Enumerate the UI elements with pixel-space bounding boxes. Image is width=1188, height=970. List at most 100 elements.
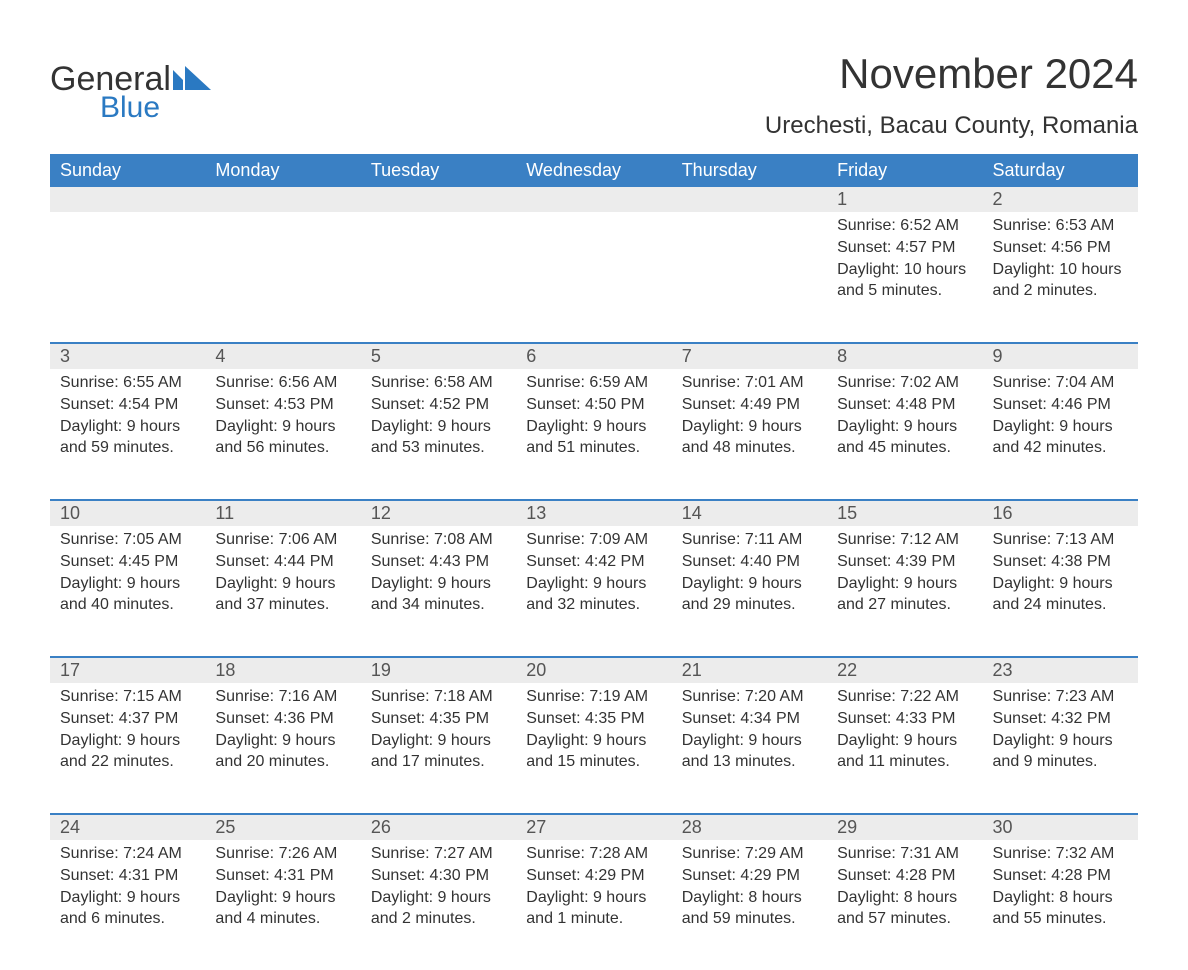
- daylight-text-2: and 53 minutes.: [371, 438, 506, 459]
- title-block: November 2024 Urechesti, Bacau County, R…: [765, 30, 1138, 140]
- day-details: Sunrise: 6:55 AMSunset: 4:54 PMDaylight:…: [50, 369, 205, 480]
- weekday-wednesday: Wednesday: [516, 154, 671, 187]
- daylight-text-1: Daylight: 10 hours: [993, 260, 1128, 281]
- sunset-text: Sunset: 4:46 PM: [993, 395, 1128, 416]
- week-row: Sunrise: 6:52 AMSunset: 4:57 PMDaylight:…: [50, 212, 1138, 342]
- day-cell: Sunrise: 6:52 AMSunset: 4:57 PMDaylight:…: [827, 212, 982, 342]
- day-details: [205, 212, 360, 236]
- daylight-text-2: and 29 minutes.: [682, 595, 817, 616]
- sunset-text: Sunset: 4:57 PM: [837, 238, 972, 259]
- day-cell: [50, 212, 205, 342]
- day-details: Sunrise: 7:15 AMSunset: 4:37 PMDaylight:…: [50, 683, 205, 794]
- sunrise-text: Sunrise: 6:53 AM: [993, 216, 1128, 237]
- day-number: 13: [516, 501, 671, 526]
- daylight-text-1: Daylight: 9 hours: [993, 574, 1128, 595]
- day-number: [361, 187, 516, 212]
- page-header: General Blue November 2024 Urechesti, Ba…: [50, 30, 1138, 140]
- sunrise-text: Sunrise: 7:12 AM: [837, 530, 972, 551]
- daylight-text-1: Daylight: 9 hours: [682, 731, 817, 752]
- weekday-tuesday: Tuesday: [361, 154, 516, 187]
- day-number: 8: [827, 344, 982, 369]
- sunset-text: Sunset: 4:49 PM: [682, 395, 817, 416]
- sunset-text: Sunset: 4:56 PM: [993, 238, 1128, 259]
- daylight-text-1: Daylight: 9 hours: [215, 731, 350, 752]
- day-details: Sunrise: 7:01 AMSunset: 4:49 PMDaylight:…: [672, 369, 827, 480]
- day-number: 18: [205, 658, 360, 683]
- weekday-sunday: Sunday: [50, 154, 205, 187]
- day-number: 6: [516, 344, 671, 369]
- flag-icon: [173, 66, 211, 95]
- day-details: Sunrise: 7:20 AMSunset: 4:34 PMDaylight:…: [672, 683, 827, 794]
- day-cell: [205, 212, 360, 342]
- day-cell: [672, 212, 827, 342]
- daylight-text-2: and 6 minutes.: [60, 909, 195, 930]
- day-number: 5: [361, 344, 516, 369]
- day-cell: Sunrise: 7:23 AMSunset: 4:32 PMDaylight:…: [983, 683, 1138, 813]
- day-number: 1: [827, 187, 982, 212]
- daylight-text-2: and 37 minutes.: [215, 595, 350, 616]
- day-cell: Sunrise: 7:02 AMSunset: 4:48 PMDaylight:…: [827, 369, 982, 499]
- daylight-text-2: and 4 minutes.: [215, 909, 350, 930]
- daylight-text-1: Daylight: 9 hours: [993, 417, 1128, 438]
- day-details: Sunrise: 7:28 AMSunset: 4:29 PMDaylight:…: [516, 840, 671, 951]
- sunrise-text: Sunrise: 6:59 AM: [526, 373, 661, 394]
- daylight-text-2: and 1 minute.: [526, 909, 661, 930]
- day-details: Sunrise: 7:06 AMSunset: 4:44 PMDaylight:…: [205, 526, 360, 637]
- day-cell: Sunrise: 7:22 AMSunset: 4:33 PMDaylight:…: [827, 683, 982, 813]
- sunrise-text: Sunrise: 7:19 AM: [526, 687, 661, 708]
- sunrise-text: Sunrise: 7:05 AM: [60, 530, 195, 551]
- day-cell: Sunrise: 7:19 AMSunset: 4:35 PMDaylight:…: [516, 683, 671, 813]
- sunset-text: Sunset: 4:28 PM: [837, 866, 972, 887]
- day-cell: Sunrise: 7:13 AMSunset: 4:38 PMDaylight:…: [983, 526, 1138, 656]
- day-number: [205, 187, 360, 212]
- daylight-text-2: and 22 minutes.: [60, 752, 195, 773]
- sunrise-text: Sunrise: 7:28 AM: [526, 844, 661, 865]
- day-number: [672, 187, 827, 212]
- weekday-friday: Friday: [827, 154, 982, 187]
- sunrise-text: Sunrise: 7:06 AM: [215, 530, 350, 551]
- sunset-text: Sunset: 4:29 PM: [526, 866, 661, 887]
- daylight-text-1: Daylight: 9 hours: [837, 417, 972, 438]
- daylight-text-2: and 42 minutes.: [993, 438, 1128, 459]
- daylight-text-1: Daylight: 9 hours: [526, 417, 661, 438]
- daylight-text-1: Daylight: 9 hours: [371, 888, 506, 909]
- day-details: Sunrise: 6:58 AMSunset: 4:52 PMDaylight:…: [361, 369, 516, 480]
- daylight-text-2: and 59 minutes.: [682, 909, 817, 930]
- daylight-text-2: and 24 minutes.: [993, 595, 1128, 616]
- sunset-text: Sunset: 4:35 PM: [526, 709, 661, 730]
- day-details: [361, 212, 516, 236]
- calendar: Sunday Monday Tuesday Wednesday Thursday…: [50, 154, 1138, 970]
- sunrise-text: Sunrise: 7:26 AM: [215, 844, 350, 865]
- sunrise-text: Sunrise: 7:22 AM: [837, 687, 972, 708]
- sunset-text: Sunset: 4:42 PM: [526, 552, 661, 573]
- day-details: Sunrise: 7:18 AMSunset: 4:35 PMDaylight:…: [361, 683, 516, 794]
- day-details: Sunrise: 7:22 AMSunset: 4:33 PMDaylight:…: [827, 683, 982, 794]
- day-number: 14: [672, 501, 827, 526]
- daynum-row: 3456789: [50, 342, 1138, 369]
- sunrise-text: Sunrise: 7:09 AM: [526, 530, 661, 551]
- sunrise-text: Sunrise: 7:20 AM: [682, 687, 817, 708]
- daylight-text-2: and 40 minutes.: [60, 595, 195, 616]
- daylight-text-2: and 56 minutes.: [215, 438, 350, 459]
- daylight-text-2: and 9 minutes.: [993, 752, 1128, 773]
- sunrise-text: Sunrise: 7:24 AM: [60, 844, 195, 865]
- day-details: Sunrise: 6:56 AMSunset: 4:53 PMDaylight:…: [205, 369, 360, 480]
- sunrise-text: Sunrise: 7:32 AM: [993, 844, 1128, 865]
- sunset-text: Sunset: 4:40 PM: [682, 552, 817, 573]
- day-number: 10: [50, 501, 205, 526]
- sunrise-text: Sunrise: 7:29 AM: [682, 844, 817, 865]
- daylight-text-2: and 20 minutes.: [215, 752, 350, 773]
- sunset-text: Sunset: 4:43 PM: [371, 552, 506, 573]
- day-details: Sunrise: 7:04 AMSunset: 4:46 PMDaylight:…: [983, 369, 1138, 480]
- sunset-text: Sunset: 4:32 PM: [993, 709, 1128, 730]
- sunrise-text: Sunrise: 7:27 AM: [371, 844, 506, 865]
- daynum-row: 12: [50, 187, 1138, 212]
- sunrise-text: Sunrise: 7:02 AM: [837, 373, 972, 394]
- daylight-text-2: and 2 minutes.: [993, 281, 1128, 302]
- daylight-text-2: and 51 minutes.: [526, 438, 661, 459]
- daylight-text-1: Daylight: 9 hours: [215, 417, 350, 438]
- day-details: [672, 212, 827, 236]
- logo: General Blue: [50, 30, 211, 125]
- daylight-text-2: and 15 minutes.: [526, 752, 661, 773]
- daylight-text-1: Daylight: 9 hours: [682, 417, 817, 438]
